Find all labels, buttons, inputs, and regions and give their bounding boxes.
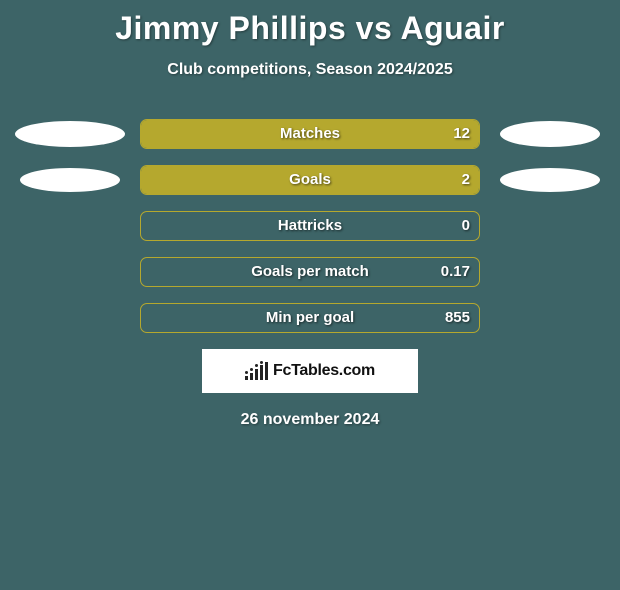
player-ellipse [500,168,600,192]
stat-row: Hattricks0 [0,211,620,241]
stat-row: Min per goal855 [0,303,620,333]
stat-row: Goals per match0.17 [0,257,620,287]
bar-fill [141,166,479,194]
player-ellipse [500,121,600,147]
stat-row: Matches12 [0,119,620,149]
stat-rows: Matches12 Goals2 Hattricks0 Goals per match… [0,119,620,333]
logo-box: FcTables.com [202,349,418,393]
bar-track [140,257,480,287]
player-ellipse [15,121,125,147]
date-label: 26 november 2024 [0,411,620,429]
bar-track [140,119,480,149]
bar-track [140,211,480,241]
bar-fill [141,120,479,148]
stat-row: Goals2 [0,165,620,195]
logo-text: FcTables.com [273,362,375,380]
page-title: Jimmy Phillips vs Aguair [0,10,620,47]
bar-track [140,165,480,195]
bar-track [140,303,480,333]
subtitle: Club competitions, Season 2024/2025 [0,61,620,79]
bar-chart-icon [245,362,267,380]
player-ellipse [20,168,120,192]
